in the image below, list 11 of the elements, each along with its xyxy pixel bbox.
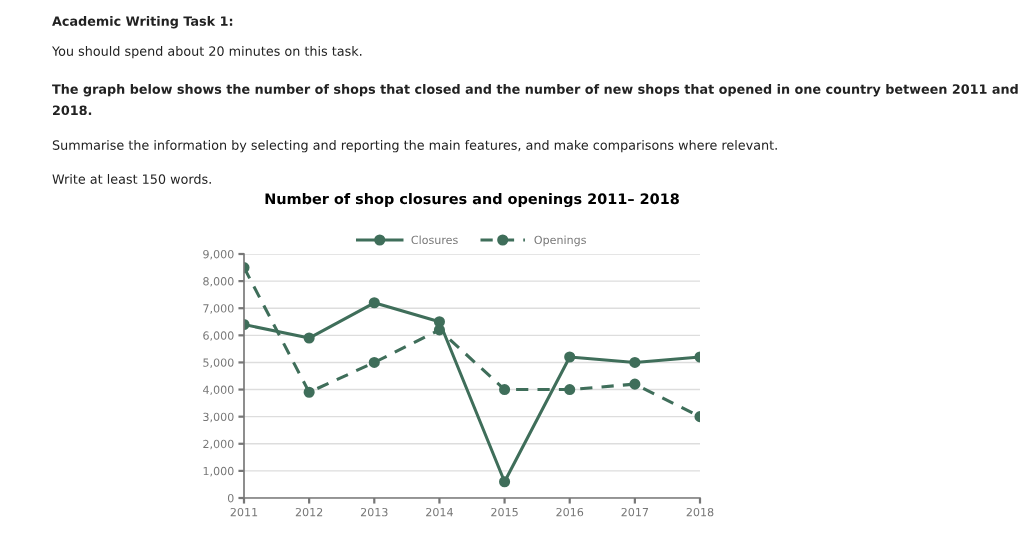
point (564, 351, 576, 363)
point (433, 324, 445, 336)
point (564, 384, 576, 396)
point (303, 386, 315, 398)
point (303, 332, 315, 344)
point (368, 297, 380, 309)
point (499, 384, 511, 396)
point (499, 476, 511, 488)
point (368, 356, 380, 368)
point (629, 356, 641, 368)
point (629, 378, 641, 390)
